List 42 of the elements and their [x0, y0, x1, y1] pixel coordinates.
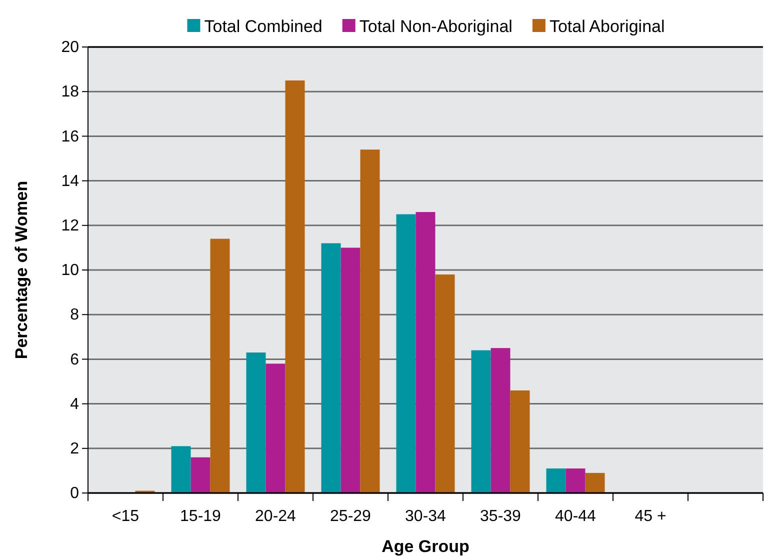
bar	[340, 248, 360, 493]
y-tick-label: 20	[61, 39, 80, 56]
x-axis-title: Age Group	[382, 537, 470, 556]
bar	[490, 348, 510, 493]
y-tick-label: 8	[70, 306, 80, 324]
x-tick-label: 35-39	[480, 508, 522, 525]
bar	[585, 472, 605, 493]
y-tick-label: 18	[61, 84, 80, 101]
bar	[210, 238, 230, 493]
bar	[546, 468, 566, 493]
bar	[246, 352, 266, 493]
bar	[435, 274, 455, 493]
y-tick-label: 14	[61, 172, 80, 190]
bar	[471, 350, 491, 493]
x-tick-label: <15	[112, 508, 140, 525]
bar	[190, 457, 210, 493]
bar	[510, 390, 530, 493]
y-tick-label: 16	[61, 128, 80, 146]
legend-label: Total Combined	[204, 17, 322, 36]
bar	[360, 150, 380, 493]
x-tick-label: 25-29	[330, 508, 372, 525]
bar	[171, 446, 191, 493]
x-tick-label: 15-19	[180, 508, 222, 525]
x-tick-label: 30-34	[405, 508, 446, 525]
x-tick-label: 20-24	[255, 508, 296, 525]
bar	[285, 80, 305, 493]
bar	[266, 364, 286, 493]
x-tick-label: 40-44	[555, 508, 596, 525]
y-tick-label: 0	[70, 485, 80, 502]
x-tick-label: 45 +	[634, 508, 666, 525]
y-tick-label: 2	[70, 440, 80, 458]
y-axis-title: Percentage of Women	[12, 180, 31, 360]
bar	[396, 214, 416, 493]
bar	[566, 468, 586, 493]
y-tick-label: 12	[61, 218, 80, 235]
y-tick-label: 6	[70, 351, 80, 368]
y-tick-label: 10	[61, 262, 80, 280]
bar	[416, 212, 436, 493]
bar	[321, 243, 341, 493]
legend-label: Total Non-Aboriginal	[359, 17, 512, 36]
legend-label: Total Aboriginal	[549, 17, 665, 36]
y-tick-label: 4	[70, 396, 80, 413]
